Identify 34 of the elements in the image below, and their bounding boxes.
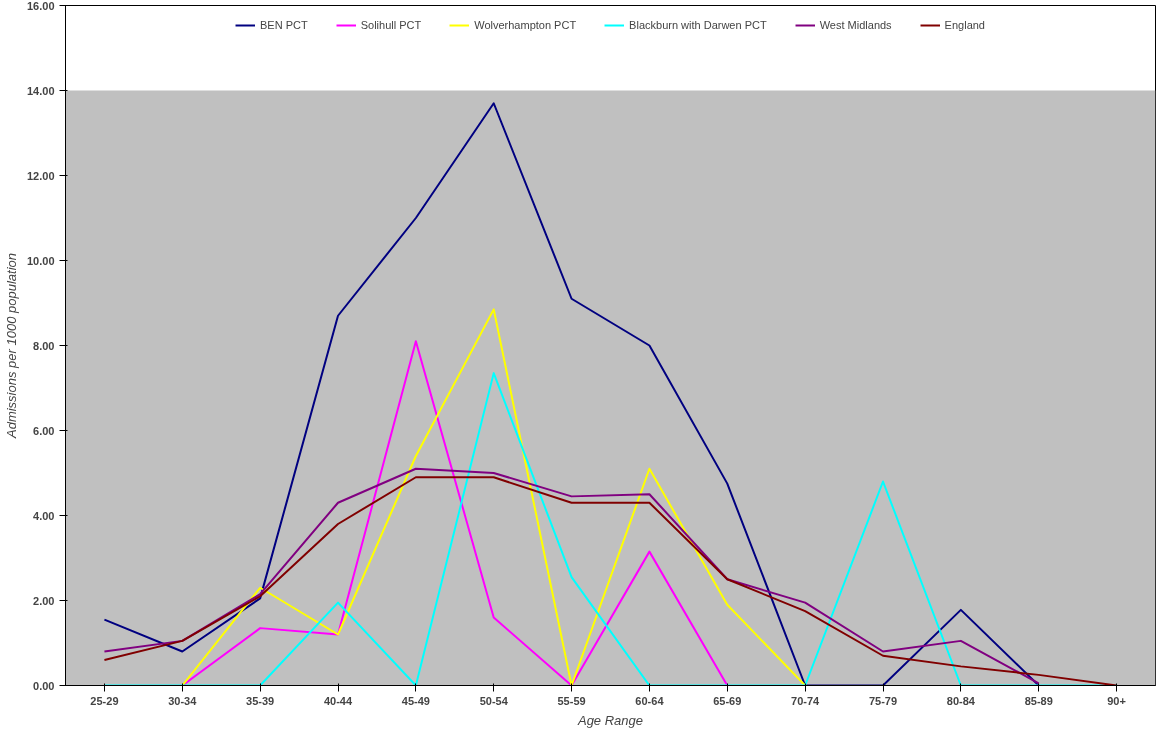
x-tick-label: 40-44 <box>323 694 353 707</box>
x-tick-label: 25-29 <box>90 694 119 707</box>
x-tick-label: 45-49 <box>401 694 430 707</box>
line-series <box>181 308 807 686</box>
line-series <box>181 340 729 686</box>
x-tick-label: 70-74 <box>791 694 821 707</box>
legend-label: Blackburn with Darwen PCT <box>629 19 767 31</box>
line-series <box>103 102 1040 686</box>
x-tick-label: 55-59 <box>557 694 586 707</box>
legend-label: Solihull PCT <box>360 19 422 31</box>
x-tick-label: 80-84 <box>946 694 976 707</box>
y-tick-label: 12.00 <box>26 169 55 182</box>
legend-label: England <box>944 19 985 31</box>
legend-label: West Midlands <box>819 19 892 31</box>
legend-label: Wolverhampton PCT <box>474 19 577 31</box>
x-tick-label: 30-34 <box>168 694 198 707</box>
y-tick-label: 0.00 <box>33 679 55 692</box>
x-tick-label: 50-54 <box>479 694 509 707</box>
y-tick-label: 14.00 <box>26 84 55 97</box>
x-tick-label: 60-64 <box>635 694 665 707</box>
y-tick-label: 10.00 <box>26 254 55 267</box>
y-tick-label: 4.00 <box>33 509 55 522</box>
legend-label: BEN PCT <box>260 19 308 31</box>
y-tick-label: 6.00 <box>33 424 55 437</box>
x-tick-label: 35-39 <box>246 694 275 707</box>
x-axis-title: Age Range <box>576 712 644 728</box>
x-tick-label: 85-89 <box>1024 694 1053 707</box>
y-tick-label: 16.00 <box>26 0 55 12</box>
x-tick-label: 65-69 <box>713 694 742 707</box>
y-tick-label: 8.00 <box>33 339 55 352</box>
y-tick-label: 2.00 <box>33 594 55 607</box>
y-axis-title: Admissions per 1000 population <box>3 252 19 439</box>
x-tick-label: 75-79 <box>868 694 898 707</box>
x-tick-label: 90+ <box>1107 694 1126 707</box>
